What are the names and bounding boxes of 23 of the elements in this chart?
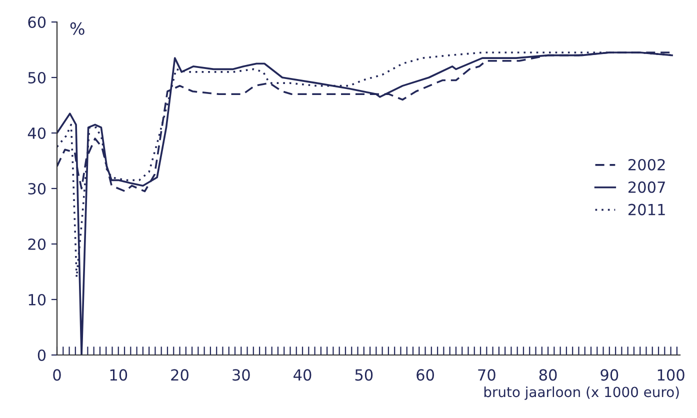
legend-label: 2002 — [628, 158, 665, 171]
x-tick-label: 90 — [600, 369, 618, 381]
y-tick-label: 40 — [28, 127, 46, 140]
x-tick-label: 0 — [53, 369, 61, 381]
y-tick-label: 60 — [28, 16, 46, 28]
x-tick-label: 60 — [416, 369, 434, 381]
x-tick-label: 50 — [355, 369, 373, 381]
y-tick-label: 0 — [38, 349, 46, 362]
x-tick-label: 20 — [171, 369, 188, 381]
legend-label: 2007 — [628, 181, 665, 193]
x-tick-label: 100 — [658, 369, 684, 381]
x-tick-label: 70 — [478, 369, 496, 381]
legend-label: 2011 — [628, 204, 665, 216]
x-tick-label: 40 — [294, 369, 312, 381]
x-axis-title: bruto jaarloon (x 1000 euro) — [484, 386, 679, 400]
x-tick-label: 10 — [110, 369, 128, 381]
y-tick-label: 30 — [28, 182, 46, 195]
x-tick-label: 80 — [539, 369, 557, 381]
y-tick-label: 20 — [28, 238, 46, 250]
y-axis-title: % — [70, 22, 84, 35]
y-tick-label: 50 — [28, 72, 46, 84]
y-tick-label: 10 — [28, 294, 46, 306]
x-tick-label: 30 — [232, 369, 250, 381]
